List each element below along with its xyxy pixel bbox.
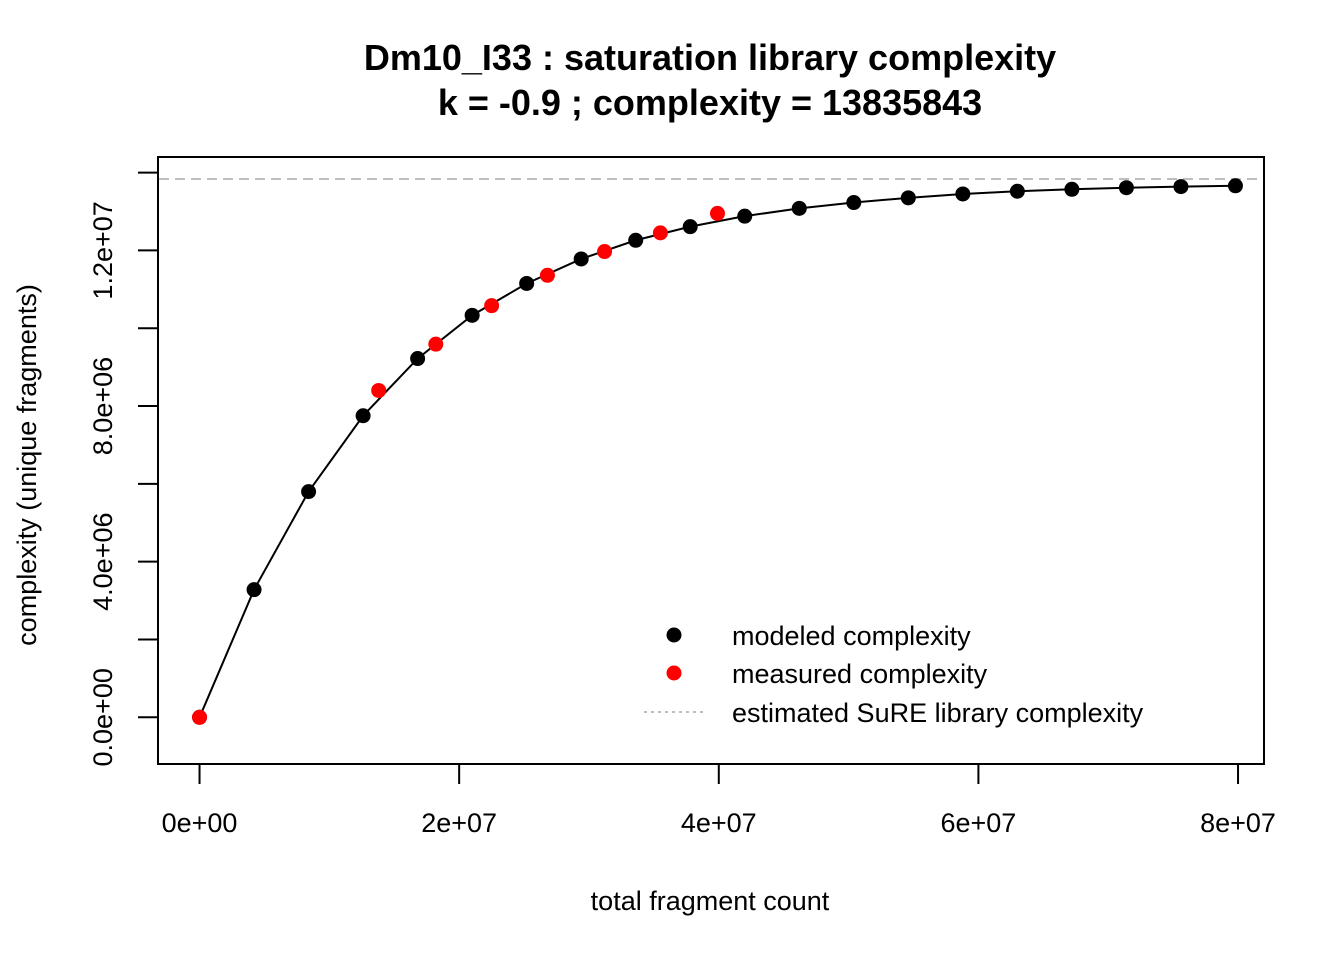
x-tick-label: 2e+07 <box>421 808 497 838</box>
plot-frame <box>157 156 1265 765</box>
measured-complexity-point <box>709 205 725 221</box>
measured-complexity-point <box>371 382 387 398</box>
y-tick-label: 0.0e+00 <box>88 668 118 766</box>
chart-subtitle: k = -0.9 ; complexity = 13835843 <box>438 82 982 123</box>
modeled-complexity-point <box>791 200 807 216</box>
modeled-complexity-point <box>1173 179 1189 195</box>
modeled-complexity-point <box>955 186 971 202</box>
x-tick-label: 4e+07 <box>681 808 757 838</box>
chart-title: Dm10_I33 : saturation library complexity <box>364 37 1056 78</box>
measured-complexity-point <box>192 709 208 725</box>
y-tick-label: 8.0e+06 <box>88 357 118 455</box>
measured-complexity-point <box>597 244 613 260</box>
legend-label-measured-complexity: measured complexity <box>732 659 988 689</box>
measured-complexity-point <box>484 298 500 314</box>
modeled-complexity-point <box>900 190 916 206</box>
modeled-complexity-point <box>846 195 862 211</box>
modeled-complexity-point <box>737 208 753 224</box>
legend-marker-modeled-complexity <box>666 627 682 643</box>
x-tick-label: 6e+07 <box>940 808 1016 838</box>
modeled-complexity-point <box>464 307 480 323</box>
legend-marker-measured-complexity <box>666 665 682 681</box>
modeled-complexity-point <box>682 219 698 235</box>
modeled-complexity-point <box>246 582 262 598</box>
modeled-complexity-point <box>355 408 371 424</box>
modeled-complexity-point <box>1064 181 1080 197</box>
legend-label-modeled-complexity: modeled complexity <box>732 621 971 651</box>
modeled-curve-line <box>198 184 1236 718</box>
y-tick-label: 4.0e+06 <box>88 512 118 610</box>
modeled-complexity-point <box>519 275 535 291</box>
measured-complexity-point <box>428 336 444 352</box>
measured-complexity-point <box>539 267 555 283</box>
measured-complexity-point <box>652 225 668 241</box>
modeled-complexity-point <box>301 484 317 500</box>
modeled-complexity-point <box>1227 178 1243 194</box>
x-tick-label: 0e+00 <box>162 808 238 838</box>
modeled-complexity-point <box>573 251 589 267</box>
x-axis-label: total fragment count <box>591 886 830 916</box>
modeled-complexity-point <box>1118 180 1134 196</box>
modeled-complexity-point <box>628 232 644 248</box>
x-tick-label: 8e+07 <box>1200 808 1276 838</box>
y-tick-label: 1.2e+07 <box>88 201 118 299</box>
y-axis-label: complexity (unique fragments) <box>12 284 42 646</box>
legend-label-estimated-sure-library-complexity: estimated SuRE library complexity <box>732 698 1144 728</box>
legend: modeled complexity measured complexity est… <box>644 621 1144 728</box>
modeled-complexity-point <box>1009 183 1025 199</box>
modeled-complexity-point <box>410 351 426 367</box>
